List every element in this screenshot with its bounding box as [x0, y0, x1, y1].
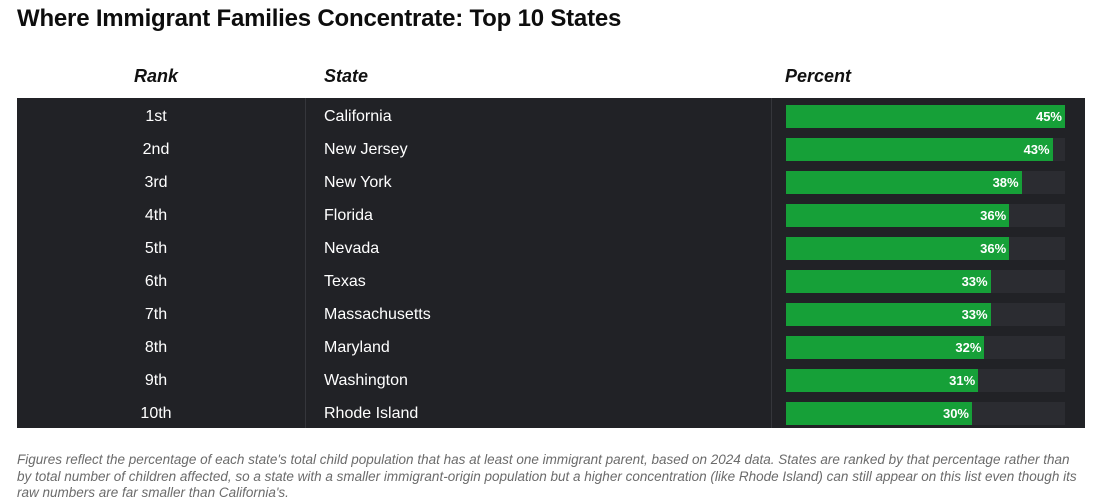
percent-label: 32% — [955, 340, 982, 355]
percent-label: 43% — [1023, 142, 1050, 157]
table-row: 2nd New Jersey 43% — [17, 133, 1085, 166]
bar-track: 32% — [786, 336, 1065, 359]
column-divider — [305, 98, 306, 428]
percent-label: 45% — [1035, 109, 1062, 124]
percent-label: 33% — [961, 307, 988, 322]
state-cell: New York — [324, 174, 392, 191]
rank-cell: 6th — [144, 273, 168, 290]
bar-track: 36% — [786, 237, 1065, 260]
state-cell: New Jersey — [324, 141, 408, 158]
percent-bar: 30% — [786, 402, 972, 425]
bar-track: 38% — [786, 171, 1065, 194]
bar-track: 30% — [786, 402, 1065, 425]
state-cell: Florida — [324, 207, 373, 224]
percent-bar: 43% — [786, 138, 1053, 161]
table-header: Rank State Percent — [17, 66, 1085, 90]
percent-bar: 36% — [786, 237, 1010, 260]
table-row: 9th Washington 31% — [17, 364, 1085, 397]
percent-bar: 31% — [786, 369, 979, 392]
percent-label: 36% — [980, 208, 1007, 223]
column-header-state: State — [324, 66, 369, 86]
percent-label: 31% — [949, 373, 976, 388]
rank-cell: 9th — [144, 372, 168, 389]
bar-track: 33% — [786, 270, 1065, 293]
percent-label: 33% — [961, 274, 988, 289]
rank-cell: 3rd — [144, 174, 168, 191]
percent-label: 38% — [992, 175, 1019, 190]
percent-bar: 45% — [786, 105, 1065, 128]
table-row: 4th Florida 36% — [17, 199, 1085, 232]
state-cell: Massachusetts — [324, 306, 431, 323]
rank-cell: 7th — [144, 306, 168, 323]
rank-cell: 5th — [144, 240, 168, 257]
state-cell: Rhode Island — [324, 405, 419, 422]
state-cell: Nevada — [324, 240, 380, 257]
bar-track: 45% — [786, 105, 1065, 128]
percent-bar: 33% — [786, 270, 991, 293]
percent-bar: 38% — [786, 171, 1022, 194]
state-cell: California — [324, 108, 392, 125]
table-row: 7th Massachusetts 33% — [17, 298, 1085, 331]
rank-cell: 10th — [140, 405, 172, 422]
ranking-table: 1st California 45% 2nd New Jersey 43% 3rd New Y… — [17, 98, 1085, 428]
rank-cell: 4th — [144, 207, 168, 224]
column-divider — [771, 98, 772, 428]
table-row: 1st California 45% — [17, 100, 1085, 133]
state-cell: Washington — [324, 372, 408, 389]
table-row: 10th Rhode Island 30% — [17, 397, 1085, 430]
state-cell: Texas — [324, 273, 366, 290]
percent-label: 36% — [980, 241, 1007, 256]
column-header-percent: Percent — [785, 66, 852, 86]
rank-cell: 2nd — [142, 141, 170, 158]
rank-cell: 1st — [145, 108, 167, 125]
table-row: 8th Maryland 32% — [17, 331, 1085, 364]
bar-track: 33% — [786, 303, 1065, 326]
bar-track: 36% — [786, 204, 1065, 227]
state-cell: Maryland — [324, 339, 390, 356]
rank-cell: 8th — [144, 339, 168, 356]
percent-bar: 36% — [786, 204, 1010, 227]
table-row: 5th Nevada 36% — [17, 232, 1085, 265]
column-header-rank: Rank — [133, 66, 178, 86]
chart-title: Where Immigrant Families Concentrate: To… — [17, 5, 622, 32]
table-row: 6th Texas 33% — [17, 265, 1085, 298]
bar-track: 43% — [786, 138, 1065, 161]
percent-label: 30% — [942, 406, 969, 421]
percent-bar: 32% — [786, 336, 985, 359]
bar-track: 31% — [786, 369, 1065, 392]
footnote: Figures reflect the percentage of each s… — [17, 452, 1077, 500]
table-row: 3rd New York 38% — [17, 166, 1085, 199]
percent-bar: 33% — [786, 303, 991, 326]
